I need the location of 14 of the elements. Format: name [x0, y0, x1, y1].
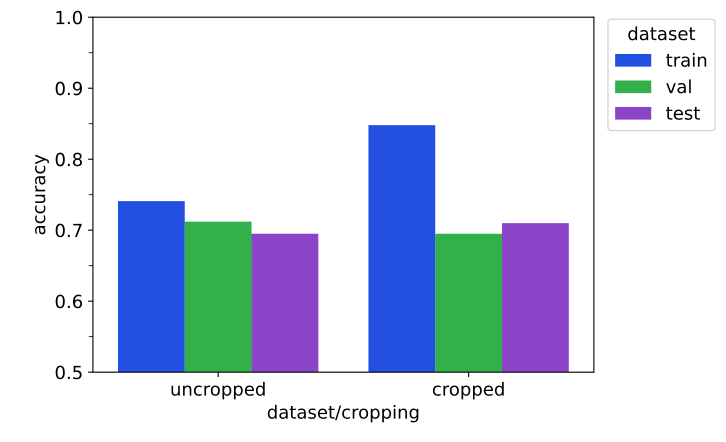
legend-title: dataset	[628, 26, 696, 40]
y-tick-label: 0.6	[56, 294, 82, 308]
y-tick-label: 0.5	[56, 366, 82, 380]
y-tick-label: 0.8	[56, 152, 82, 166]
legend-label: val	[666, 79, 691, 94]
x-tick-label: uncropped	[172, 382, 265, 400]
legend-label: test	[666, 106, 700, 120]
y-tick-label: 0.7	[56, 224, 82, 238]
y-tick-label: 1.0	[56, 10, 82, 24]
y-tick-label: 0.9	[56, 82, 82, 96]
legend-label: train	[666, 52, 706, 67]
x-axis-title: dataset/cropping	[268, 404, 418, 422]
x-tick-label: cropped	[432, 382, 504, 400]
y-axis-title: accuracy	[35, 154, 49, 234]
